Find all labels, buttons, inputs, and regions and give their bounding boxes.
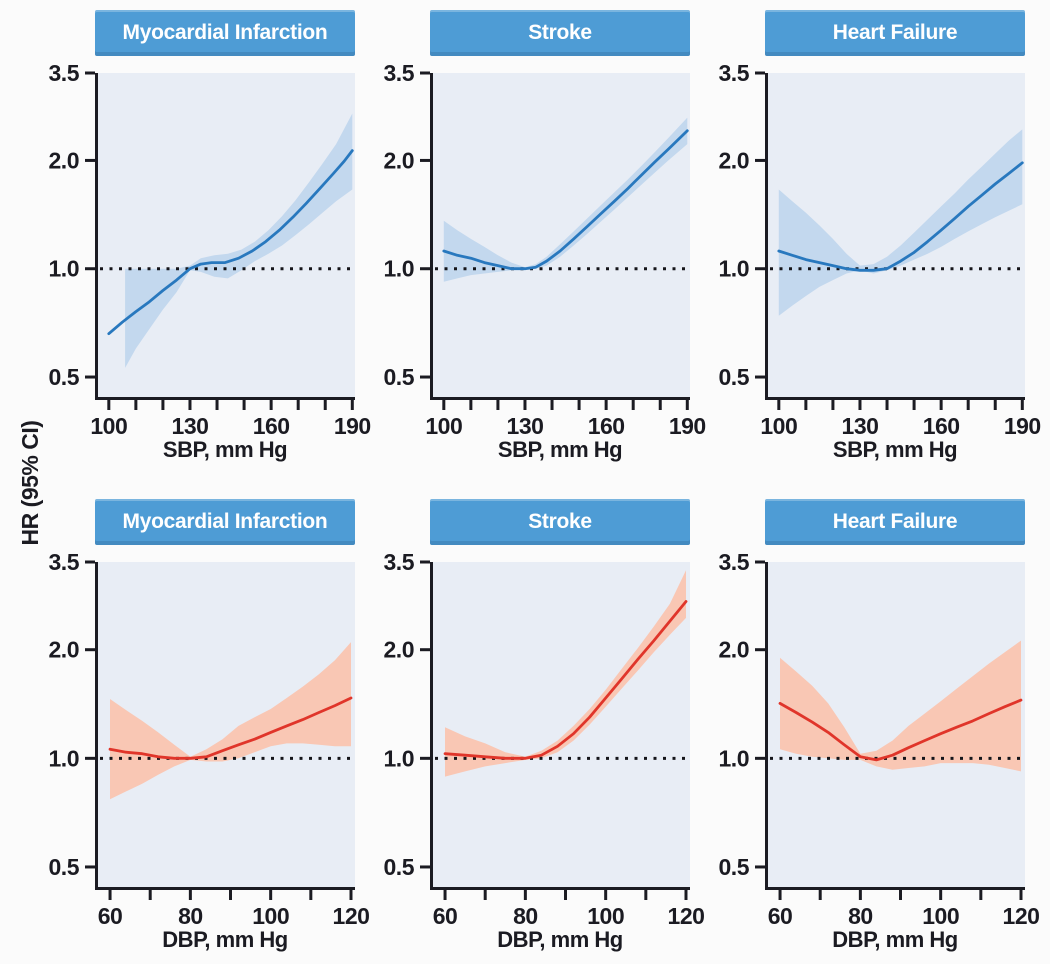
plot-area [433,73,690,397]
panel-dbp-stroke: 60 80 100 120 0.5 1.0 2.0 3.5 [384,549,705,929]
x-tick-label: 100 [252,903,289,929]
y-tick-label: 0.5 [49,364,80,390]
x-tick-label: 120 [668,903,705,929]
y-tick-label: 1.0 [719,745,749,771]
x-tick-label: 100 [922,903,959,929]
y-tick-label: 1.0 [49,745,79,771]
y-tick-label: 1.0 [384,256,414,282]
confidence-band [110,642,351,800]
panel-title-banner: Heart Failure [765,499,1025,545]
x-tick-label: 60 [768,903,793,929]
x-axis-label: SBP, mm Hg [497,437,623,462]
y-tick-label: 2.0 [384,637,414,663]
x-axis-label: DBP, mm Hg [497,927,623,952]
x-tick-label: 120 [333,903,370,929]
x-tick-label: 190 [669,413,706,439]
y-tick-label: 2.0 [49,637,79,663]
hr-curve [108,696,353,760]
y-tick-label: 0.5 [719,364,750,390]
y-tick-label: 0.5 [49,854,80,880]
y-tick-label: 2.0 [384,147,414,173]
x-tick-label: 60 [433,903,458,929]
hr-curve [443,600,688,760]
x-tick-label: 130 [842,413,879,439]
x-tick-label: 160 [588,413,625,439]
y-tick-label: 2.0 [49,147,79,173]
x-tick-label: 100 [760,413,797,439]
panel-dbp-myocardial-infarction: 60 80 100 120 0.5 1.0 2.0 3.5 [49,549,370,929]
panel-sbp-heart-failure: 100 130 160 190 0.5 1.0 2.0 3.5 [719,60,1042,439]
panel-dbp-heart-failure: 60 80 100 120 0.5 1.0 2.0 3.5 [719,549,1040,929]
y-tick-label: 0.5 [384,854,415,880]
plot-area [98,73,355,397]
y-tick-label: 3.5 [49,60,80,86]
confidence-band [443,117,688,282]
y-tick-label: 0.5 [384,364,415,390]
panel-sbp-myocardial-infarction: 100 130 160 190 0.5 1.0 2.0 3.5 [49,60,372,439]
x-tick-label: 80 [848,903,873,929]
y-tick-label: 1.0 [719,256,749,282]
x-tick-label: 130 [172,413,209,439]
x-tick-label: 120 [1003,903,1040,929]
y-tick-label: 1.0 [384,745,414,771]
x-tick-label: 100 [90,413,127,439]
y-tick-label: 3.5 [384,549,415,575]
panel-title-banner: Myocardial Infarction [95,10,355,56]
panel-sbp-stroke: 100 130 160 190 0.5 1.0 2.0 3.5 [384,60,707,439]
confidence-band [780,640,1021,772]
x-tick-label: 60 [98,903,123,929]
x-tick-label: 190 [334,413,371,439]
y-tick-label: 3.5 [719,549,750,575]
x-tick-label: 190 [1004,413,1041,439]
confidence-band [778,129,1023,316]
x-tick-label: 80 [513,903,538,929]
y-tick-label: 0.5 [719,854,750,880]
hr-curve [107,149,354,336]
y-axis-label: HR (95% CI) [17,420,43,546]
y-tick-label: 2.0 [719,147,749,173]
y-tick-label: 3.5 [719,60,750,86]
x-axis-label: SBP, mm Hg [832,437,958,462]
x-axis-label: DBP, mm Hg [162,927,288,952]
hr-curve [442,129,689,271]
x-tick-label: 130 [507,413,544,439]
panel-title-banner: Myocardial Infarction [95,499,355,545]
x-axis-label: SBP, mm Hg [162,437,288,462]
panel-title-banner: Stroke [430,499,690,545]
x-tick-label: 80 [178,903,203,929]
x-tick-label: 160 [923,413,960,439]
y-tick-label: 1.0 [49,256,79,282]
y-tick-label: 2.0 [719,637,749,663]
panel-title-banner: Stroke [430,10,690,56]
x-tick-label: 100 [587,903,624,929]
plot-area [433,562,690,887]
hr-curve [777,161,1024,272]
x-tick-label: 160 [253,413,290,439]
x-tick-label: 100 [425,413,462,439]
y-tick-label: 3.5 [384,60,415,86]
y-tick-label: 3.5 [49,549,80,575]
panel-title-banner: Heart Failure [765,10,1025,56]
x-axis-label: DBP, mm Hg [832,927,958,952]
hr-curve [778,698,1023,762]
